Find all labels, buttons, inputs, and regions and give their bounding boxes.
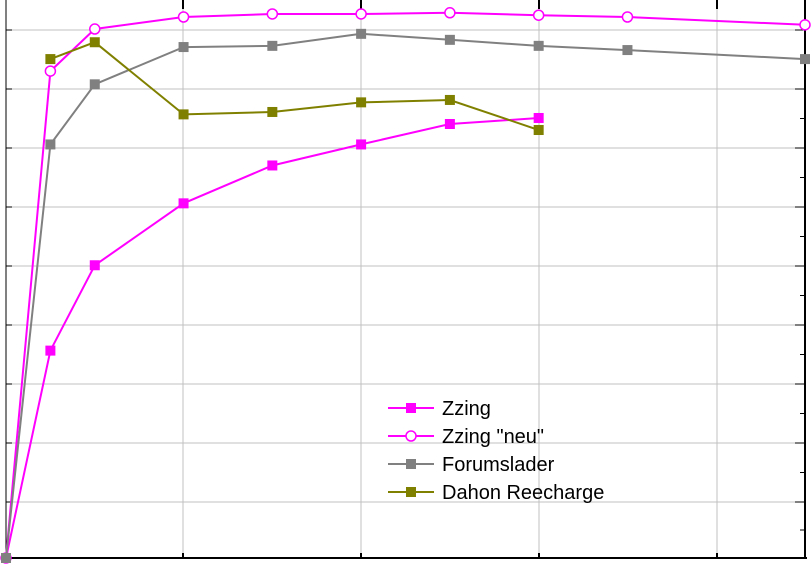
data-point: [266, 8, 279, 20]
series-line: [5, 11, 806, 559]
series-line: [5, 32, 806, 559]
legend-item: Dahon Reecharge: [388, 482, 604, 504]
data-point: [356, 28, 367, 39]
data-point: [621, 11, 634, 23]
data-point: [444, 7, 456, 19]
series-line: [5, 117, 539, 559]
chart-axes: [5, 0, 807, 559]
legend-marker: [406, 487, 416, 497]
data-point: [267, 106, 278, 117]
data-point: [533, 125, 544, 136]
legend-marker: [405, 430, 417, 442]
legend-label: Forumslader: [442, 454, 555, 476]
data-point: [178, 198, 189, 209]
data-point: [45, 139, 56, 150]
data-point: [89, 37, 100, 48]
data-point: [89, 23, 101, 35]
series-zzing-neu: [0, 7, 811, 564]
data-point: [532, 9, 545, 21]
data-point: [89, 260, 100, 271]
data-point: [622, 45, 633, 56]
data-point: [800, 54, 810, 65]
data-point: [533, 112, 544, 123]
data-point: [356, 97, 367, 108]
data-point: [444, 118, 455, 129]
data-point: [89, 79, 100, 90]
legend-label: Zzing "neu": [442, 426, 544, 448]
series-line: [50, 41, 540, 131]
chart-legend: Zzing Zzing "neu" Forumslader Dahon Reechar…: [388, 398, 604, 504]
legend-label: Zzing: [442, 398, 491, 420]
data-point: [533, 40, 544, 51]
data-point: [356, 139, 367, 150]
legend-label: Dahon Reecharge: [442, 482, 604, 504]
legend-marker: [406, 459, 416, 469]
data-point: [267, 160, 278, 171]
legend-item: Zzing "neu": [388, 426, 544, 448]
legend-marker: [406, 403, 416, 413]
data-point: [178, 109, 189, 120]
data-point: [444, 94, 455, 105]
chart-series-layer: [0, 7, 811, 564]
data-point: [1, 553, 11, 563]
data-point: [355, 8, 367, 20]
data-point: [178, 42, 189, 53]
data-point: [44, 65, 57, 77]
legend-item: Zzing: [388, 398, 491, 420]
series-dahon-reecharge: [45, 37, 544, 136]
data-point: [45, 345, 56, 356]
series-forumslader: [1, 28, 810, 563]
chart-grid: [6, 0, 805, 558]
data-point: [45, 54, 56, 65]
data-point: [267, 40, 278, 51]
legend-item: Forumslader: [388, 454, 555, 476]
data-point: [444, 34, 455, 45]
data-point: [177, 11, 190, 23]
data-point: [799, 19, 811, 31]
